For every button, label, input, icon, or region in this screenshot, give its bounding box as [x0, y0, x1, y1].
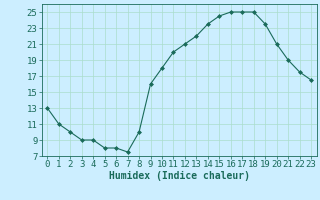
X-axis label: Humidex (Indice chaleur): Humidex (Indice chaleur) [109, 171, 250, 181]
